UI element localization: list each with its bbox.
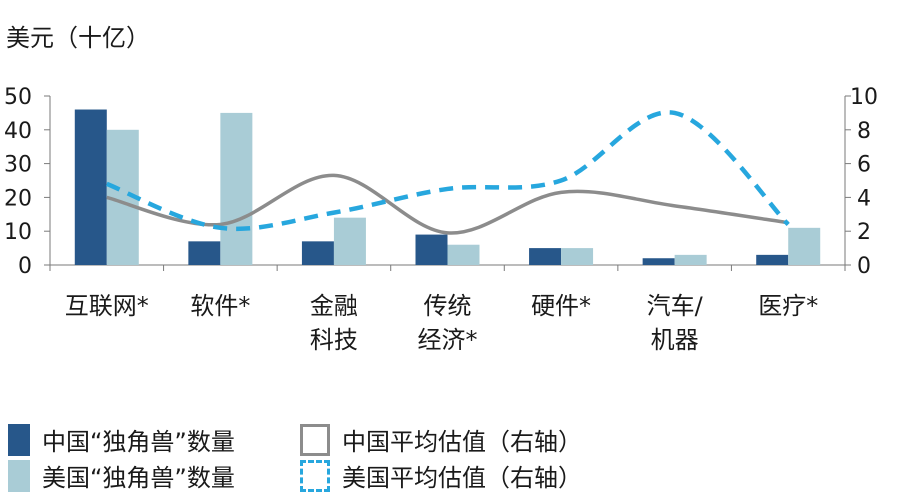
category-label: 科技 (310, 326, 358, 354)
left-axis-tick-label: 50 (4, 85, 32, 110)
legend-label-us-count: 美国“独角兽”数量 (42, 458, 235, 493)
right-axis-tick-label: 0 (857, 254, 871, 279)
legend-swatch-us-count (8, 460, 30, 492)
category-label: 汽车/ (647, 292, 704, 320)
category-label: 传统 (424, 292, 472, 320)
right-axis-tick-label: 2 (857, 220, 871, 245)
bar-china-count (529, 248, 561, 265)
right-axis-tick-label: 6 (857, 153, 871, 178)
left-axis-tick-label: 10 (4, 220, 32, 245)
category-label: 机器 (651, 326, 699, 354)
category-label: 硬件* (531, 292, 591, 320)
bar-us-count (448, 245, 480, 265)
bar-china-count (416, 235, 448, 265)
bar-us-count (675, 255, 707, 265)
bar-us-count (561, 248, 593, 265)
legend-item-us-count: 美国“独角兽”数量 (8, 458, 235, 493)
legend-swatch-china-valuation (300, 424, 330, 456)
left-axis-tick-label: 40 (4, 119, 32, 144)
line-china-valuation (107, 175, 788, 233)
bar-china-count (643, 258, 675, 265)
legend-label-china-valuation: 中国平均估值（右轴） (342, 422, 582, 457)
legend-item-china-count: 中国“独角兽”数量 (8, 422, 235, 457)
legend-swatch-china-count (8, 424, 30, 456)
bar-china-count (756, 255, 788, 265)
category-label: 金融 (310, 292, 358, 320)
right-axis-tick-label: 8 (857, 119, 871, 144)
bar-china-count (75, 110, 107, 265)
legend-swatch-us-valuation (300, 460, 330, 492)
y-axis-unit-label: 美元（十亿） (6, 24, 150, 52)
left-axis-tick-label: 30 (4, 153, 32, 178)
right-axis-tick-label: 4 (857, 186, 871, 211)
bar-china-count (302, 241, 334, 265)
legend-label-us-valuation: 美国平均估值（右轴） (342, 458, 582, 493)
category-label: 软件* (190, 292, 250, 320)
line-us-valuation (107, 112, 788, 229)
right-axis-tick-label: 10 (850, 85, 878, 110)
bar-us-count (220, 113, 252, 265)
category-label: 医疗* (758, 292, 818, 320)
bar-china-count (188, 241, 220, 265)
category-label: 经济* (418, 326, 478, 354)
left-axis-tick-label: 20 (4, 186, 32, 211)
bar-us-count (334, 218, 366, 265)
bar-us-count (788, 228, 820, 265)
legend-item-china-valuation: 中国平均估值（右轴） (300, 422, 582, 457)
legend-item-us-valuation: 美国平均估值（右轴） (300, 458, 582, 493)
legend-label-china-count: 中国“独角兽”数量 (42, 422, 235, 457)
left-axis-tick-label: 0 (18, 254, 32, 279)
category-label: 互联网* (65, 292, 149, 320)
